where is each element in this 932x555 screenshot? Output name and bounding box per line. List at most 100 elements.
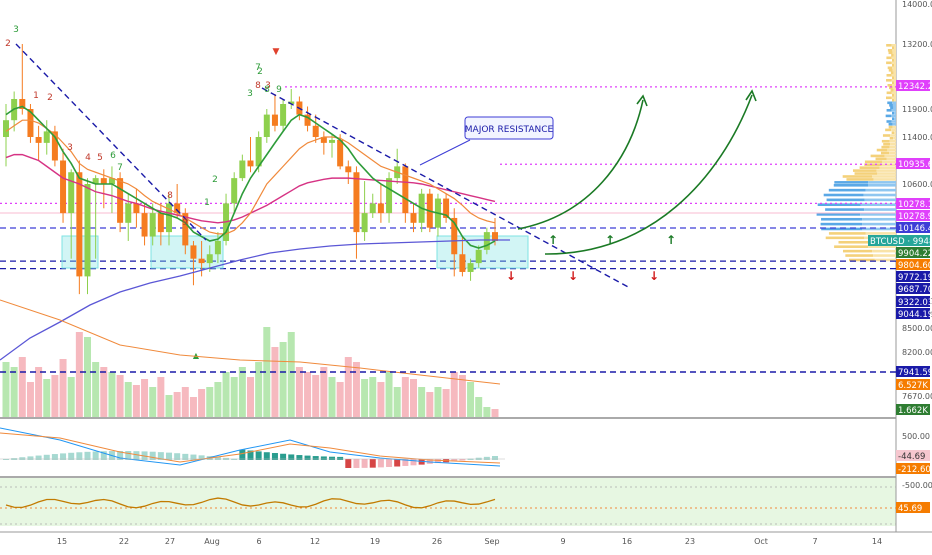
candle-body	[157, 213, 164, 233]
volume-profile-bar	[886, 109, 892, 112]
price-badge: 45.69	[896, 502, 930, 514]
triangle-up-icon: ▲	[193, 351, 200, 360]
macd-histogram-bar	[288, 454, 295, 460]
candle-body	[312, 125, 319, 137]
time-tick-label: 7	[812, 537, 817, 546]
candle	[51, 125, 58, 167]
volume-profile-bar	[886, 96, 892, 100]
price-badge: -44.69	[896, 450, 930, 462]
volume-profile-bar	[889, 137, 894, 140]
volume-bar	[247, 377, 254, 417]
volume-bar	[418, 387, 426, 417]
macd-histogram-bar	[231, 458, 238, 460]
macd-histogram-bar	[255, 451, 262, 460]
macd-histogram-bar	[263, 452, 270, 460]
volume-profile-bar	[893, 71, 896, 75]
price-badge-text: 12342.25	[898, 82, 932, 92]
volume-profile-bar	[821, 227, 863, 231]
candle-body	[483, 232, 490, 250]
volume-profile-bar	[892, 111, 895, 115]
volume-profile-bar	[877, 172, 896, 175]
candle-body	[263, 114, 270, 137]
volume-bar	[434, 387, 442, 417]
volume-bar	[198, 389, 206, 417]
volume-profile-bar	[864, 198, 896, 202]
volume-bar	[189, 397, 197, 417]
volume-bar	[149, 387, 157, 417]
volume-profile-bar	[874, 258, 896, 262]
volume-profile-bar	[880, 151, 890, 155]
volume-profile-bar	[872, 175, 896, 178]
td-count-label: 4	[85, 153, 91, 163]
time-tick-label: 19	[370, 537, 380, 546]
candle-body	[247, 160, 254, 167]
macd-histogram-bar	[459, 459, 466, 461]
price-badge: 9687.70	[896, 283, 932, 295]
volume-profile-bar	[887, 84, 893, 87]
price-badge-text: 9044.19	[898, 310, 932, 320]
projection-arrowhead	[636, 94, 648, 107]
triangle-down-icon: ▼	[273, 47, 280, 57]
volume-profile-bar	[886, 157, 896, 161]
volume-profile-bar	[894, 81, 896, 85]
volume-profile-bar	[881, 163, 896, 167]
volume-profile-bar	[860, 203, 896, 207]
volume-profile-bar	[833, 184, 868, 187]
td-count-label: 9	[276, 85, 282, 95]
volume-profile-bar	[849, 258, 875, 262]
projection-arrowhead	[745, 89, 757, 102]
volume-bar	[328, 377, 336, 417]
volume-bar	[173, 392, 181, 417]
candle-body	[345, 166, 352, 173]
candle-body	[451, 217, 458, 255]
volume-bar	[295, 367, 303, 417]
price-badge: 10935.62	[896, 158, 932, 170]
volume-profile-bar	[892, 123, 896, 126]
td-count-label: 1	[33, 91, 39, 101]
macd-histogram-bar	[166, 452, 172, 460]
macd-histogram-bar	[337, 456, 344, 460]
volume-bar	[35, 367, 43, 417]
volume-profile-bar	[886, 56, 892, 60]
candle-body	[402, 166, 409, 214]
candle	[361, 181, 368, 241]
volume-profile-bar	[892, 46, 895, 50]
volume-bar	[10, 367, 18, 417]
volume-profile-bar	[891, 56, 896, 60]
candle	[149, 203, 156, 246]
candle-body	[304, 114, 311, 126]
volume-profile-bar	[838, 240, 871, 244]
macd-histogram-bar	[239, 449, 246, 460]
candle-body	[35, 137, 42, 143]
price-badge-text: 45.69	[898, 504, 922, 514]
candle	[117, 172, 124, 233]
projection-arrow	[517, 99, 644, 230]
candle-body	[288, 101, 295, 104]
volume-profile-bar	[890, 142, 896, 146]
price-badge-text: 9804.60	[898, 261, 932, 271]
volume-profile-bar	[889, 139, 896, 143]
candle	[231, 172, 238, 214]
macd-histogram-bar	[35, 455, 42, 460]
candle-body	[182, 213, 189, 246]
rsi-band	[0, 478, 896, 526]
volume-profile-bar	[892, 125, 896, 129]
volume-bar	[410, 379, 417, 417]
volume-profile-bar	[893, 54, 896, 57]
macd-histogram-bar	[19, 457, 26, 460]
macd-histogram-bar	[280, 453, 287, 460]
volume-bar	[271, 347, 279, 417]
candle	[141, 203, 148, 246]
volume-profile-bar	[825, 236, 865, 240]
macd-histogram-bar	[426, 459, 433, 464]
price-badge-text: 10146.45	[898, 224, 932, 234]
candle-body	[133, 203, 140, 214]
volume-bar	[401, 377, 409, 417]
macd-histogram-bar	[125, 451, 132, 460]
macd-histogram-bar	[157, 452, 164, 460]
volume-profile-bar	[876, 148, 888, 152]
price-badge: 9322.03	[896, 296, 932, 308]
volume-profile-bar	[894, 111, 896, 115]
